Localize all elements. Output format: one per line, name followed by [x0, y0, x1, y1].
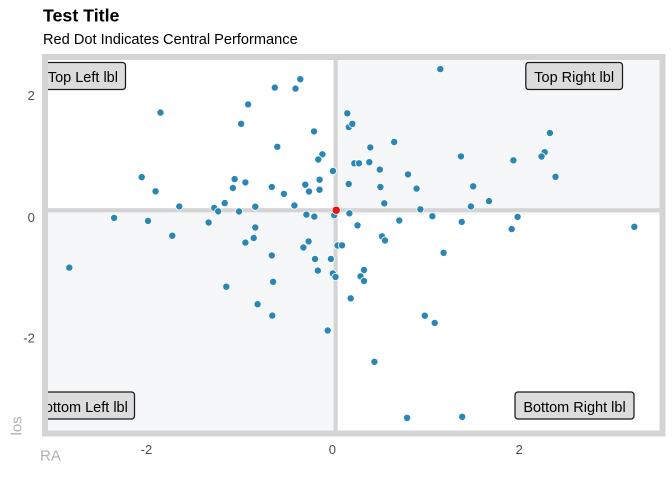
svg-text:-2: -2 [141, 442, 153, 457]
svg-text:los: los [9, 416, 26, 435]
svg-text:Test Title: Test Title [43, 6, 120, 26]
svg-text:0: 0 [28, 210, 35, 225]
svg-text:Red Dot Indicates Central Perf: Red Dot Indicates Central Performance [43, 32, 298, 48]
svg-text:0: 0 [329, 442, 336, 457]
svg-text:Top Right lbl: Top Right lbl [534, 70, 614, 86]
svg-text:Top Left lbl: Top Left lbl [48, 70, 118, 86]
svg-text:Bottom Right lbl: Bottom Right lbl [523, 400, 625, 416]
svg-text:RA: RA [40, 448, 61, 465]
svg-text:-2: -2 [23, 331, 35, 346]
svg-text:Bottom Left lbl: Bottom Left lbl [35, 400, 128, 416]
svg-text:2: 2 [28, 88, 35, 103]
svg-text:2: 2 [516, 442, 523, 457]
